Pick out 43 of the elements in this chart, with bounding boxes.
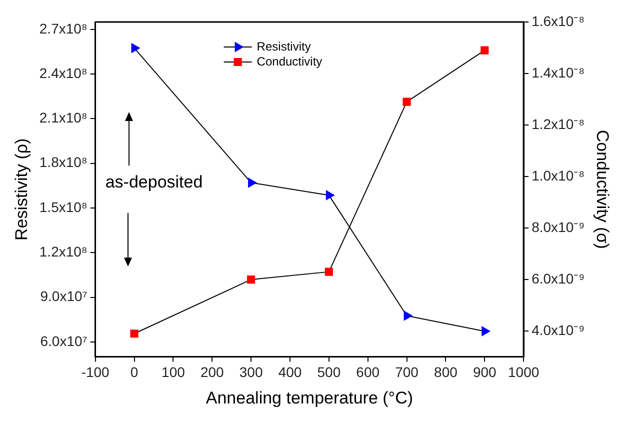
point — [248, 178, 257, 188]
y2-tick-label: 1.0x10⁻⁸ — [532, 167, 585, 184]
y-axis-title: Resistivity (ρ) — [12, 138, 31, 241]
y2-tick-label: 4.0x10⁻⁹ — [532, 322, 585, 338]
point — [480, 46, 489, 54]
x-tick-label: 900 — [472, 364, 497, 380]
y2-tick-label: 1.2x10⁻⁸ — [532, 116, 585, 132]
annotation: as-deposited — [105, 172, 203, 192]
point — [402, 98, 411, 106]
y-tick-label: 1.5x10⁸ — [39, 198, 88, 215]
legend-label: Conductivity — [256, 54, 322, 68]
point — [131, 43, 140, 53]
x-axis-title: Annealing temperature (°C) — [206, 388, 414, 408]
y-tick-label: 2.7x10⁸ — [39, 20, 88, 36]
y-tick-label: 2.4x10⁸ — [39, 64, 88, 81]
y2-tick-label: 1.6x10⁻⁸ — [532, 12, 585, 29]
point — [326, 190, 334, 200]
x-tick-label: 500 — [317, 364, 341, 380]
y2-tick-label: 1.4x10⁻⁸ — [532, 64, 585, 80]
y-tick-label: 2.1x10⁸ — [39, 110, 88, 126]
y2-tick-label: 8.0x10⁻⁹ — [532, 218, 585, 235]
y-tick-label: 6.0x10⁷ — [40, 332, 88, 349]
point — [482, 326, 490, 336]
point — [324, 268, 333, 276]
x-tick-label: 300 — [239, 364, 263, 380]
y2-tick-label: 6.0x10⁻⁹ — [532, 270, 585, 286]
x-tick-label: 700 — [395, 364, 419, 380]
x-tick-label: 1000 — [508, 364, 540, 380]
x-tick-label: 0 — [130, 364, 138, 380]
point — [404, 310, 412, 321]
x-tick-label: -100 — [81, 364, 110, 380]
x-tick-label: 800 — [434, 364, 458, 380]
x-tick-label: 600 — [356, 364, 380, 380]
legend-label: Resistivity — [256, 39, 311, 54]
y2-axis-title: Conductivity (σ) — [593, 130, 612, 249]
point — [130, 330, 138, 338]
y-tick-label: 1.2x10⁸ — [39, 244, 88, 260]
y-tick-label: 9.0x10⁷ — [40, 288, 88, 304]
x-tick-label: 200 — [200, 364, 224, 380]
x-tick-label: 100 — [162, 364, 186, 380]
point — [247, 276, 256, 284]
x-tick-label: 400 — [278, 364, 302, 380]
y-tick-label: 1.8x10⁸ — [39, 154, 88, 170]
